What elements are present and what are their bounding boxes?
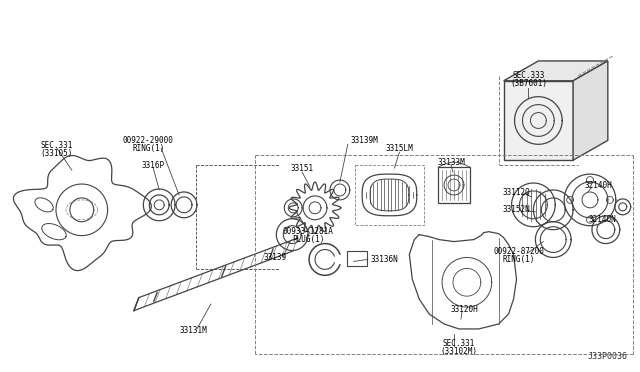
Text: 00922-87200: 00922-87200 — [493, 247, 544, 256]
Text: 33152N: 33152N — [502, 205, 531, 214]
Text: RING(1): RING(1) — [132, 144, 164, 153]
Text: 33139: 33139 — [264, 253, 287, 262]
Text: 00922-29000: 00922-29000 — [123, 136, 173, 145]
Text: 33131M: 33131M — [179, 326, 207, 336]
Text: 33112Q: 33112Q — [502, 187, 531, 196]
Polygon shape — [573, 61, 608, 160]
Text: 3316P: 3316P — [141, 161, 165, 170]
Polygon shape — [504, 61, 608, 81]
Text: (3B7601): (3B7601) — [510, 79, 547, 88]
Text: 3315LM: 3315LM — [385, 144, 413, 153]
Text: SEC.333: SEC.333 — [512, 71, 545, 80]
Text: 33151: 33151 — [291, 164, 314, 173]
Text: 33136N: 33136N — [371, 255, 398, 264]
Text: 33133M: 33133M — [437, 158, 465, 167]
Text: 32140N: 32140N — [588, 215, 616, 224]
FancyBboxPatch shape — [504, 81, 573, 160]
Text: 00933-1281A: 00933-1281A — [283, 227, 333, 236]
Text: SEC.331: SEC.331 — [41, 141, 73, 150]
Text: 32140H: 32140H — [584, 180, 612, 189]
Text: (33105): (33105) — [41, 149, 73, 158]
Text: RING(1): RING(1) — [502, 255, 534, 264]
Text: 33139M: 33139M — [351, 136, 378, 145]
Text: (33102M): (33102M) — [440, 347, 477, 356]
Text: 33120H: 33120H — [450, 305, 478, 314]
Text: SEC.331: SEC.331 — [443, 339, 475, 348]
Text: PLUG(1): PLUG(1) — [292, 235, 324, 244]
Text: J33P0036: J33P0036 — [588, 352, 628, 361]
